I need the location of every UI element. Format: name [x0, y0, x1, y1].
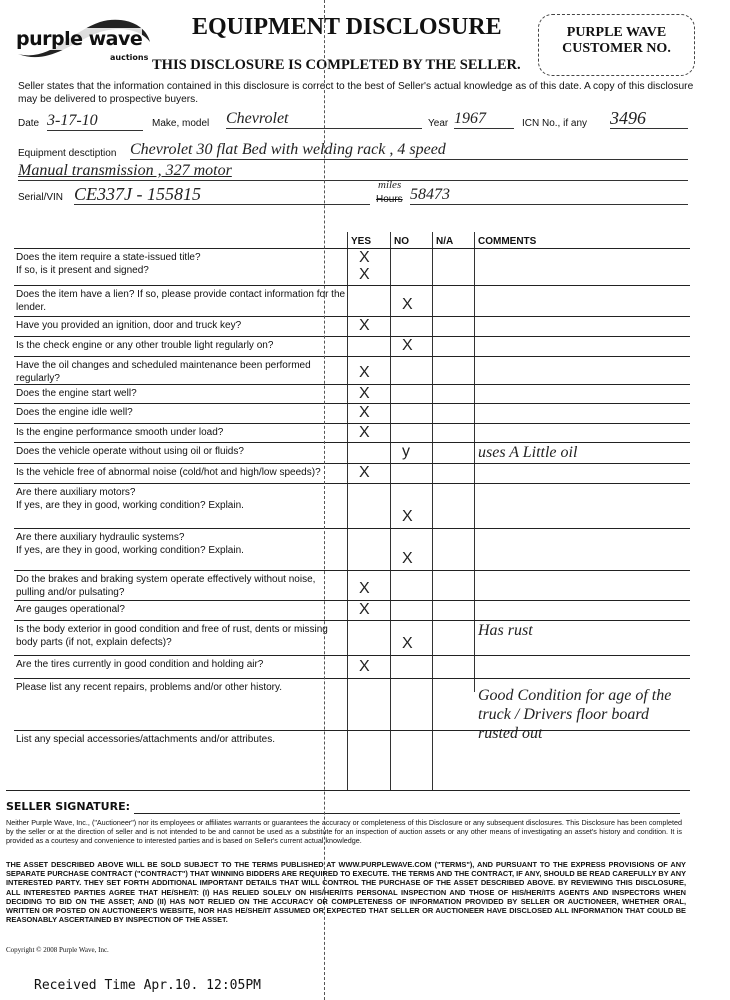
page-title: EQUIPMENT DISCLOSURE: [192, 14, 502, 40]
year-field[interactable]: 1967: [454, 110, 514, 129]
date-field[interactable]: 3-17-10: [47, 112, 143, 131]
hours-field[interactable]: 58473: [410, 186, 688, 205]
question-16: Are the tires currently in good conditio…: [16, 659, 264, 670]
intro-text: Seller states that the information conta…: [18, 81, 694, 105]
answer-mark-yes[interactable]: X: [359, 601, 370, 618]
column-header-no: NO: [394, 236, 409, 247]
answer-mark-yes[interactable]: X: [359, 404, 370, 421]
year-label: Year: [428, 118, 449, 129]
row-divider: [14, 336, 690, 337]
description-field-line1[interactable]: Chevrolet 30 flat Bed with welding rack …: [130, 141, 688, 160]
row-divider: [14, 620, 690, 621]
answer-mark-no[interactable]: X: [402, 337, 413, 354]
row-divider: [14, 403, 690, 404]
comment-15[interactable]: Has rust: [478, 622, 533, 639]
question-18: List any special accessories/attachments…: [16, 734, 276, 745]
fax-received-stamp: Received Time Apr.10. 12:05PM: [34, 978, 261, 993]
description-field-line2[interactable]: Manual transmission , 327 motor: [18, 162, 688, 181]
date-label: Date: [18, 118, 40, 129]
column-header-yes: YES: [351, 236, 372, 247]
answer-mark-yes[interactable]: X: [359, 266, 370, 283]
customer-number-label: PURPLE WAVE CUSTOMER NO.: [562, 25, 671, 56]
row-divider: [14, 655, 690, 656]
signature-label: SELLER SIGNATURE:: [6, 800, 130, 813]
row-divider: [14, 384, 690, 385]
icn-label: ICN No., if any: [522, 118, 588, 129]
question-14: Are gauges operational?: [16, 604, 125, 615]
question-5: Have the oil changes and scheduled maint…: [16, 360, 311, 384]
row-divider: [14, 316, 690, 317]
column-divider: [390, 232, 391, 790]
purple-wave-logo: purple wave auctions: [10, 12, 150, 64]
row-divider: [14, 483, 690, 484]
signature-field[interactable]: [134, 813, 680, 814]
comment-17[interactable]: Good Condition for age of the truck / Dr…: [478, 687, 672, 742]
answer-mark-no[interactable]: X: [402, 508, 413, 525]
answer-mark-yes[interactable]: X: [359, 464, 370, 481]
answer-mark-yes[interactable]: X: [359, 249, 370, 266]
hours-correction: miles: [378, 179, 402, 191]
fax-scan-line: [324, 0, 325, 1000]
description-label: Equipment desctiption: [18, 148, 117, 159]
row-divider: [14, 463, 690, 464]
comment-9[interactable]: uses A Little oil: [478, 444, 578, 461]
terms-text: THE ASSET DESCRIBED ABOVE WILL BE SOLD S…: [6, 860, 686, 925]
row-divider: [14, 528, 690, 529]
row-divider: [14, 423, 690, 424]
row-divider: [14, 356, 690, 357]
icn-field[interactable]: 3496: [610, 108, 688, 129]
make-label: Make, model: [152, 118, 210, 129]
logo-text: purple wave: [16, 28, 143, 50]
question-9: Does the vehicle operate without using o…: [16, 446, 244, 457]
answer-mark-no[interactable]: y: [402, 443, 410, 460]
answer-mark-no[interactable]: X: [402, 550, 413, 567]
disclaimer-text: Neither Purple Wave, Inc., ("Auctioneer"…: [6, 818, 682, 845]
column-divider: [432, 232, 433, 790]
answer-mark-yes[interactable]: X: [359, 658, 370, 675]
answer-mark-yes[interactable]: X: [359, 580, 370, 597]
question-17: Please list any recent repairs, problems…: [16, 682, 283, 693]
question-12: Are there auxiliary hydraulic systems? I…: [16, 532, 244, 556]
column-divider: [347, 232, 348, 790]
question-7: Does the engine idle well?: [16, 407, 133, 418]
answer-mark-yes[interactable]: X: [359, 317, 370, 334]
copyright-text: Copyright © 2008 Purple Wave, Inc.: [6, 946, 109, 954]
question-2: Does the item have a lien? If so, please…: [16, 289, 346, 313]
answer-mark-no[interactable]: X: [402, 635, 413, 652]
row-divider: [14, 570, 690, 571]
serial-label: Serial/VIN: [18, 192, 64, 203]
question-15: Is the body exterior in good condition a…: [16, 624, 328, 648]
row-divider: [14, 600, 690, 601]
page-subtitle: THIS DISCLOSURE IS COMPLETED BY THE SELL…: [152, 57, 521, 73]
column-header-na: N/A: [436, 236, 454, 247]
customer-number-box: PURPLE WAVE CUSTOMER NO.: [538, 14, 695, 76]
row-divider: [14, 730, 690, 731]
answer-mark-yes[interactable]: X: [359, 424, 370, 441]
question-11: Are there auxiliary motors? If yes, are …: [16, 487, 244, 511]
row-divider: [14, 442, 690, 443]
row-divider: [14, 248, 690, 249]
question-1: Does the item require a state-issued tit…: [16, 252, 201, 276]
answer-mark-yes[interactable]: X: [359, 364, 370, 381]
table-bottom-border: [6, 790, 690, 791]
serial-field[interactable]: CE337J - 155815: [74, 184, 370, 205]
question-8: Is the engine performance smooth under l…: [16, 427, 224, 438]
row-divider: [14, 678, 690, 679]
row-divider: [14, 285, 690, 286]
question-10: Is the vehicle free of abnormal noise (c…: [16, 467, 321, 478]
column-divider: [474, 232, 475, 692]
answer-mark-no[interactable]: X: [402, 296, 413, 313]
answer-mark-yes[interactable]: X: [359, 385, 370, 402]
question-13: Do the brakes and braking system operate…: [16, 574, 316, 598]
logo-subtext: auctions: [110, 53, 149, 62]
hours-label: Hours: [376, 194, 403, 205]
question-6: Does the engine start well?: [16, 388, 137, 399]
question-4: Is the check engine or any other trouble…: [16, 340, 274, 351]
question-3: Have you provided an ignition, door and …: [16, 320, 242, 331]
column-header-comments: COMMENTS: [478, 236, 537, 247]
